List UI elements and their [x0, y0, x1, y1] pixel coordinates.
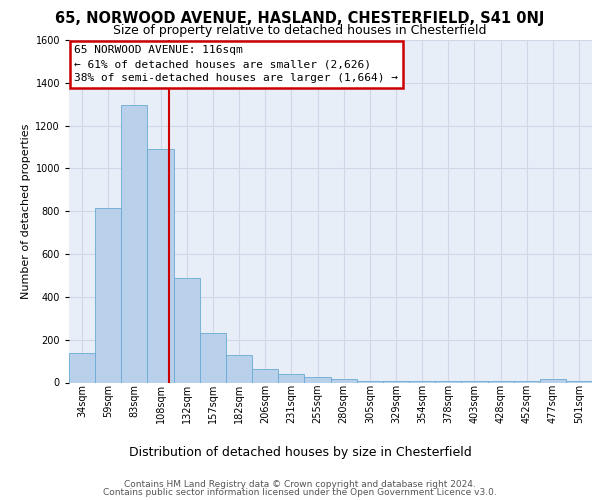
- Text: Contains HM Land Registry data © Crown copyright and database right 2024.: Contains HM Land Registry data © Crown c…: [124, 480, 476, 489]
- Text: Contains public sector information licensed under the Open Government Licence v3: Contains public sector information licen…: [103, 488, 497, 497]
- Bar: [95, 208, 121, 382]
- Bar: [304, 376, 331, 382]
- Text: Distribution of detached houses by size in Chesterfield: Distribution of detached houses by size …: [128, 446, 472, 459]
- Bar: [331, 380, 357, 382]
- Bar: [278, 374, 304, 382]
- Bar: [540, 380, 566, 382]
- Bar: [148, 149, 173, 382]
- Bar: [121, 106, 148, 382]
- Bar: [252, 368, 278, 382]
- Bar: [69, 352, 95, 382]
- Bar: [226, 354, 252, 382]
- Text: 65, NORWOOD AVENUE, HASLAND, CHESTERFIELD, S41 0NJ: 65, NORWOOD AVENUE, HASLAND, CHESTERFIEL…: [55, 11, 545, 26]
- Text: 65 NORWOOD AVENUE: 116sqm
← 61% of detached houses are smaller (2,626)
38% of se: 65 NORWOOD AVENUE: 116sqm ← 61% of detac…: [74, 45, 398, 83]
- Bar: [200, 334, 226, 382]
- Bar: [173, 278, 200, 382]
- Text: Size of property relative to detached houses in Chesterfield: Size of property relative to detached ho…: [113, 24, 487, 37]
- Y-axis label: Number of detached properties: Number of detached properties: [21, 124, 31, 299]
